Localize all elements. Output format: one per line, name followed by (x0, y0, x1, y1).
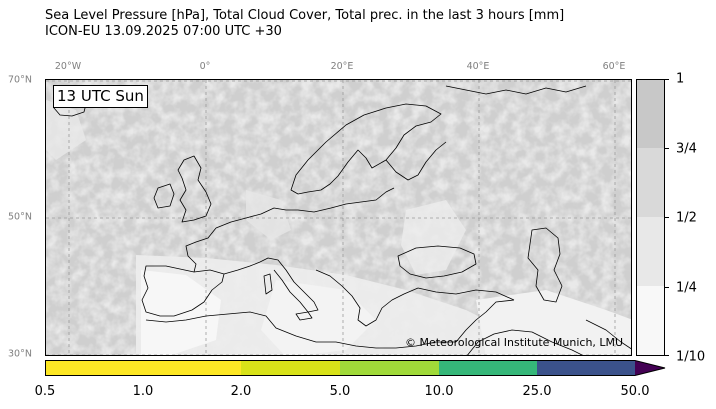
lon-label-20w: 20°W (54, 61, 82, 72)
cloud-cover-colorbar (636, 79, 665, 356)
precip-label-50-0: 50.0 (620, 384, 650, 399)
cloud-label-1: 1 (676, 71, 685, 87)
precip-bin-5-to-10 (340, 360, 439, 376)
precip-label-1-0: 1.0 (132, 384, 154, 399)
cloud-label-1-2: 1/2 (676, 210, 697, 226)
precip-label-25-0: 25.0 (522, 384, 552, 399)
title-line-2: ICON-EU 13.09.2025 07:00 UTC +30 (45, 24, 282, 39)
precip-label-0-5: 0.5 (34, 384, 56, 399)
cloud-bin-1-4-to-1-2 (637, 217, 664, 286)
lon-label-60e: 60°E (602, 61, 626, 72)
cloud-tick-1-10 (665, 355, 669, 356)
lon-label-20e: 20°E (330, 61, 354, 72)
cloud-label-1-10: 1/10 (676, 349, 706, 365)
precip-bin-2-to-5 (241, 360, 340, 376)
weather-map[interactable] (45, 79, 632, 356)
cloud-tick-1-2 (665, 217, 669, 218)
lat-label-50n: 50°N (8, 211, 32, 223)
precip-label-5-0: 5.0 (329, 384, 351, 399)
cloud-tick-1-4 (665, 287, 669, 288)
copyright-notice: © Meteorological Institute Munich, LMU (405, 336, 624, 349)
graticule (46, 80, 631, 355)
cloud-label-3-4: 3/4 (676, 141, 697, 157)
lon-label-0: 0° (199, 61, 211, 72)
lat-label-70n: 70°N (8, 74, 32, 86)
cloud-label-1-4: 1/4 (676, 280, 697, 296)
title-line-1: Sea Level Pressure [hPa], Total Cloud Co… (45, 8, 565, 23)
forecast-time-label: 13 UTC Sun (53, 85, 148, 108)
cloud-bin-3-4-to-1 (637, 80, 664, 148)
precip-bin-1-to-2 (143, 360, 241, 376)
cloud-tick-3-4 (665, 148, 669, 149)
clear-sky-regions (46, 100, 631, 355)
chart-title: Sea Level Pressure [hPa], Total Cloud Co… (45, 8, 564, 40)
precip-extend-arrow (635, 360, 665, 376)
cloud-bin-1-10-to-1-4 (637, 286, 664, 355)
precip-bin-10-to-25 (439, 360, 537, 376)
map-canvas (46, 80, 631, 355)
precip-bin-25-to-50 (537, 360, 635, 376)
precip-label-2-0: 2.0 (230, 384, 252, 399)
precip-bin-0-5-to-1 (45, 360, 143, 376)
cloud-tick-1 (665, 79, 669, 80)
precip-label-10-0: 10.0 (424, 384, 454, 399)
coastlines (53, 85, 631, 355)
precipitation-colorbar (45, 360, 666, 376)
cloud-bin-1-2-to-3-4 (637, 148, 664, 217)
lon-label-40e: 40°E (466, 61, 490, 72)
lat-label-30n: 30°N (8, 348, 32, 360)
